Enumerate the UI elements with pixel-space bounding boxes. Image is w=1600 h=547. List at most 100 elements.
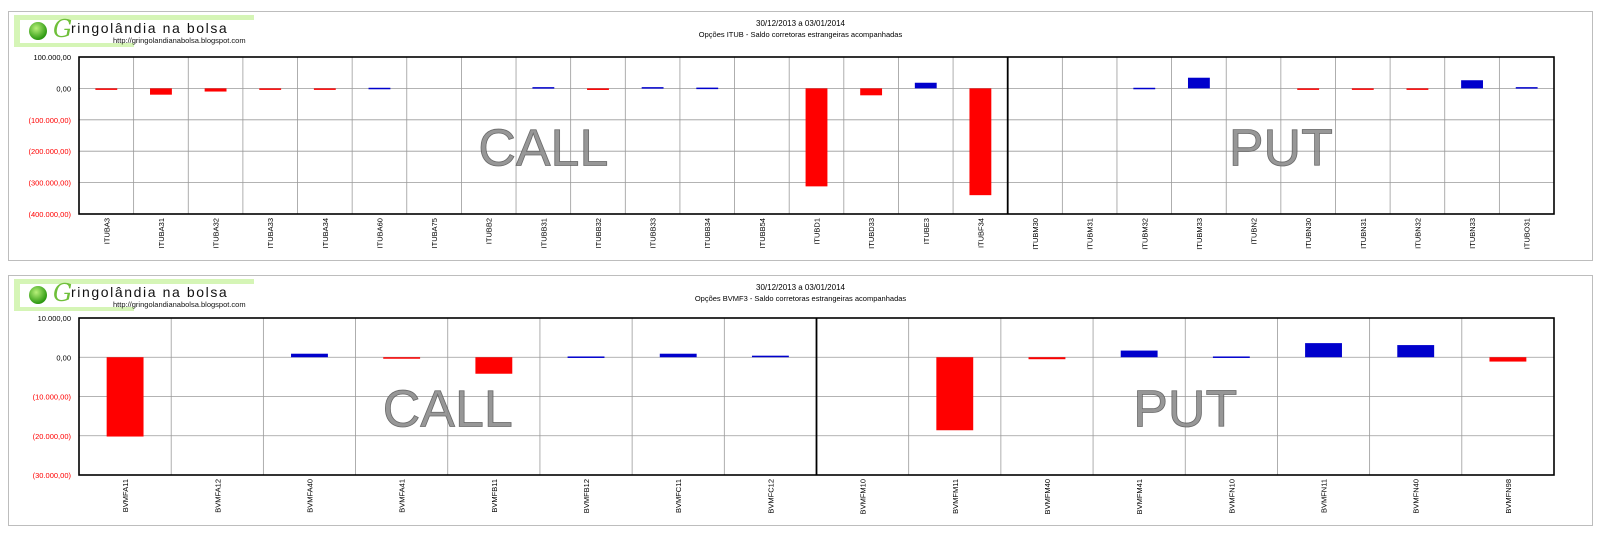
bar xyxy=(1489,357,1527,362)
logo-frame-bottom xyxy=(14,43,134,47)
x-tick-label: BVMFN98 xyxy=(1504,479,1513,514)
logo-url: http://gringolandianabolsa.blogspot.com xyxy=(113,300,246,309)
x-tick-label: BVMFN40 xyxy=(1412,479,1421,514)
bar xyxy=(204,88,227,92)
bar-chart-itub: 100.000,00 0,00 (100.000,00) (200.000,00) (3… xyxy=(28,53,1555,250)
bar xyxy=(1397,345,1435,358)
bar xyxy=(641,87,664,89)
x-tick-label: ITUBB54 xyxy=(758,218,767,248)
bar xyxy=(259,88,282,90)
x-tick-label: BVMFC12 xyxy=(766,479,775,514)
x-tick-label: ITUBM30 xyxy=(1031,218,1040,250)
bar xyxy=(587,88,609,90)
x-tick-label: BVMFM11 xyxy=(951,479,960,514)
bar xyxy=(291,353,328,358)
bar xyxy=(1406,88,1429,90)
x-tick-label: BVMFB11 xyxy=(490,479,499,513)
section-label: CALL xyxy=(383,380,513,438)
x-tick-label: ITUBM33 xyxy=(1195,218,1204,250)
bar xyxy=(1461,80,1483,89)
x-tick-label: ITUBO31 xyxy=(1523,218,1532,249)
bar xyxy=(1351,88,1374,90)
globe-icon xyxy=(29,286,47,304)
plot-border xyxy=(78,56,1555,215)
x-tick-label: BVMFA11 xyxy=(121,479,130,512)
bar xyxy=(969,88,992,196)
logo-title: ringolândia na bolsa xyxy=(71,284,229,300)
x-tick-label: ITUBM32 xyxy=(1140,218,1149,250)
bar xyxy=(313,88,336,90)
y-tick-label: (300.000,00) xyxy=(28,179,71,188)
chart-subtitle: Opções BVMF3 - Saldo corretoras estrange… xyxy=(694,294,907,303)
logo-frame xyxy=(14,15,254,20)
bar xyxy=(1187,77,1210,89)
y-tick-label: 10.000,00 xyxy=(38,314,71,323)
x-tick-label: ITUBA32 xyxy=(212,218,221,248)
bar xyxy=(751,355,789,358)
logo-title: ringolândia na bolsa xyxy=(71,20,229,36)
bar xyxy=(95,88,118,90)
x-tick-label: BVMFA41 xyxy=(398,479,407,513)
bar xyxy=(368,87,391,90)
plot-border xyxy=(78,317,1555,476)
x-tick-label: ITUBB32 xyxy=(594,218,603,248)
bar xyxy=(1212,356,1250,358)
section-label: PUT xyxy=(1133,380,1237,438)
section-label: PUT xyxy=(1229,119,1333,177)
bar xyxy=(475,357,513,374)
chart-subtitle: Opções ITUB - Saldo corretoras estrangei… xyxy=(698,30,903,39)
section-label: CALL xyxy=(478,119,608,177)
x-tick-label: BVMFM41 xyxy=(1135,479,1144,514)
x-tick-label: ITUBA34 xyxy=(321,218,330,248)
x-tick-label: ITUBD1 xyxy=(813,218,822,245)
y-tick-label: (400.000,00) xyxy=(28,210,71,219)
bar-chart-bvmf: 10.000,00 0,00 (10.000,00) (20.000,00) (30.0… xyxy=(33,314,1555,514)
y-tick-label: (10.000,00) xyxy=(33,393,72,402)
logo-initial: G xyxy=(53,15,73,43)
y-tick-label: (30.000,00) xyxy=(33,471,72,480)
x-tick-label: ITUBB34 xyxy=(703,218,712,248)
x-tick-label: ITUBA3 xyxy=(102,218,111,244)
bar xyxy=(1515,87,1538,89)
bar xyxy=(106,357,144,437)
x-tick-label: ITUBB33 xyxy=(649,218,658,248)
bar xyxy=(1120,350,1158,358)
x-tick-label: ITUBA31 xyxy=(157,218,166,248)
bar xyxy=(659,353,697,358)
x-tick-label: ITUBF34 xyxy=(976,218,985,248)
y-tick-label: 100.000,00 xyxy=(33,53,71,62)
x-tick-label: BVMFN10 xyxy=(1227,479,1236,514)
bar xyxy=(914,82,937,89)
logo-frame-left xyxy=(14,15,20,47)
x-tick-label: ITUBN30 xyxy=(1304,218,1313,249)
logo-initial: G xyxy=(53,279,73,307)
x-tick-label: ITUBM31 xyxy=(1086,218,1095,250)
bar xyxy=(532,87,555,89)
logo-frame-bottom xyxy=(14,307,134,311)
x-tick-label: BVMFA40 xyxy=(305,479,314,513)
y-tick-label: 0,00 xyxy=(56,353,71,362)
x-tick-label: ITUBN32 xyxy=(1413,218,1422,249)
bar xyxy=(936,357,974,431)
y-tick-label: (200.000,00) xyxy=(28,147,71,156)
x-tick-label: ITUBA60 xyxy=(375,218,384,248)
globe-icon xyxy=(29,22,47,40)
y-tick-label: 0,00 xyxy=(56,84,71,93)
bar xyxy=(1133,87,1156,90)
x-tick-label: BVMFA12 xyxy=(213,479,222,513)
x-tick-label: ITUBB2 xyxy=(485,218,494,244)
bar xyxy=(696,87,719,90)
x-tick-label: ITUBN31 xyxy=(1359,218,1368,249)
bar xyxy=(383,357,421,359)
bar xyxy=(860,88,883,96)
chart-panel-bvmf: G ringolândia na bolsa http://gringoland… xyxy=(8,275,1593,526)
x-tick-label: ITUBD33 xyxy=(867,218,876,249)
x-tick-label: ITUBA75 xyxy=(430,218,439,248)
bar xyxy=(567,356,605,358)
y-tick-label: (20.000,00) xyxy=(33,432,72,441)
x-tick-label: ITUBA33 xyxy=(266,218,275,248)
bar xyxy=(805,88,828,187)
x-tick-label: BVMFM40 xyxy=(1043,479,1052,514)
x-tick-label: BVMFN11 xyxy=(1320,479,1329,513)
x-tick-label: ITUBN2 xyxy=(1250,218,1259,245)
